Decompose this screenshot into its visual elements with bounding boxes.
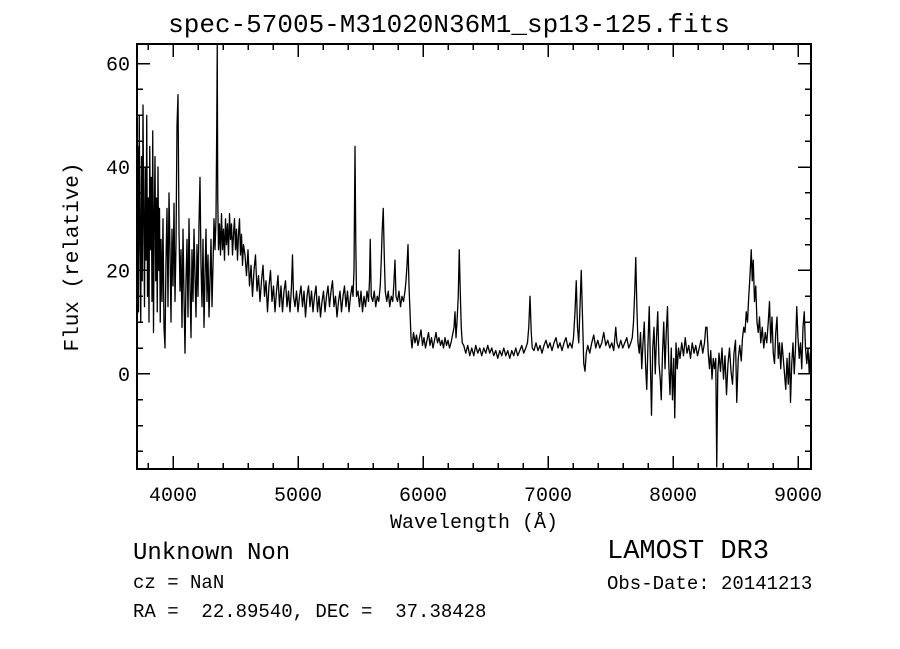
spectrum-line (137, 44, 811, 468)
survey-label: LAMOST DR3 (607, 537, 770, 567)
x-tick-label: 8000 (649, 485, 697, 508)
y-tick-label: 0 (118, 365, 130, 388)
obs-date-value: Obs-Date: 20141213 (607, 573, 813, 595)
x-tick-label: 4000 (149, 485, 197, 508)
y-tick-label: 40 (106, 158, 130, 181)
y-tick-label: 60 (106, 55, 130, 78)
subclass-label: Non (247, 540, 291, 567)
ra-dec-value: RA = 22.89540, DEC = 37.38428 (133, 601, 487, 623)
class-label: Unknown (133, 540, 234, 567)
plot-title: spec-57005-M31020N36M1_sp13-125.fits (168, 10, 730, 40)
x-tick-label: 9000 (774, 485, 822, 508)
y-tick-label: 20 (106, 261, 130, 284)
x-tick-label: 5000 (274, 485, 322, 508)
x-tick-label: 7000 (524, 485, 572, 508)
x-tick-label: 6000 (399, 485, 447, 508)
cz-value: cz = NaN (133, 572, 225, 594)
y-axis-label: Flux (relative) (62, 162, 85, 351)
x-axis-label: Wavelength (Å) (390, 512, 558, 535)
